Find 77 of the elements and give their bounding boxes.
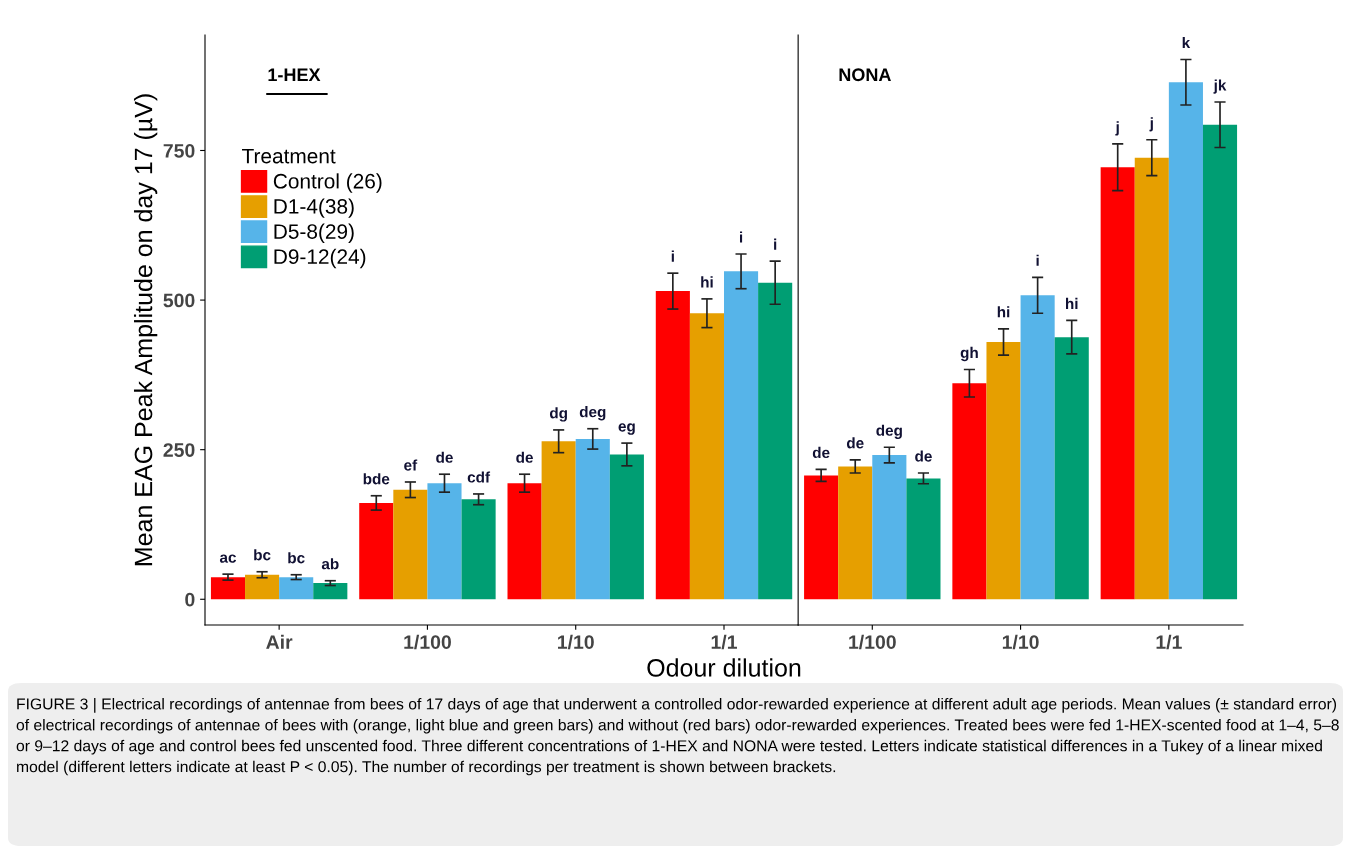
x-tick-label: 1/100 — [849, 634, 896, 650]
bar — [461, 499, 496, 600]
data-label: bc — [254, 549, 271, 561]
x-tick-label: 1/1 — [711, 634, 737, 650]
data-label: de — [436, 451, 453, 463]
bar — [1020, 295, 1055, 600]
y-tick-label: 250 — [163, 443, 195, 457]
legend-label: Control (26) — [273, 173, 382, 193]
y-tick-label: 0 — [185, 592, 195, 607]
data-label: i — [671, 250, 674, 262]
bar — [393, 489, 428, 600]
x-tick-label: 1/1 — [1156, 634, 1182, 650]
bar — [872, 455, 907, 600]
bar — [279, 577, 314, 600]
bar — [359, 502, 394, 600]
bar — [609, 454, 644, 600]
data-label: j — [1115, 121, 1119, 136]
bar — [575, 438, 610, 600]
y-axis-title: Mean EAG Peak Amplitude on day 17 (µV) — [133, 94, 158, 566]
data-label: ac — [219, 554, 237, 563]
legend-label: D1-4(38) — [274, 198, 354, 218]
x-tick-label: 1/100 — [404, 634, 451, 650]
data-label: hi — [701, 276, 713, 288]
data-label: de — [516, 451, 533, 463]
y-tick-label: 750 — [163, 143, 195, 158]
bar — [1202, 124, 1238, 600]
data-label: eg — [618, 423, 635, 435]
data-label: hi — [997, 306, 1010, 318]
data-label: dg — [549, 407, 567, 422]
data-label: hi — [1066, 297, 1078, 309]
bar — [427, 483, 462, 600]
data-label: de — [915, 450, 932, 462]
data-label: deg — [579, 406, 606, 421]
bar — [1168, 82, 1203, 600]
data-label: ef — [404, 459, 418, 471]
data-label: de — [812, 446, 830, 459]
annotation: NONA — [839, 68, 891, 82]
data-label: j — [1149, 117, 1153, 132]
legend-label: D9-12(24) — [274, 248, 366, 269]
bar — [655, 291, 690, 600]
bar — [1100, 167, 1135, 600]
bar — [838, 466, 873, 600]
bar — [724, 271, 759, 600]
bar — [952, 383, 987, 600]
x-tick-label: Air — [266, 634, 293, 649]
annotation: 1-HEX — [268, 68, 321, 81]
bar — [210, 577, 246, 600]
bar — [906, 478, 941, 600]
bar — [1134, 157, 1169, 600]
bar — [541, 441, 576, 600]
y-tick-label: 500 — [163, 293, 195, 308]
x-tick-label: 1/10 — [558, 634, 594, 650]
data-label: i — [774, 238, 777, 250]
data-label: i — [740, 231, 743, 243]
data-label: bc — [288, 552, 305, 564]
data-label: k — [1182, 36, 1191, 49]
bar — [804, 475, 839, 600]
data-label: i — [1036, 254, 1039, 266]
bar — [986, 341, 1021, 600]
bar — [313, 583, 348, 600]
bar — [507, 483, 542, 600]
bar — [1054, 337, 1089, 600]
data-label: gh — [960, 346, 978, 362]
legend-title: Treatment — [242, 148, 336, 164]
data-label: cdf — [467, 471, 491, 483]
bar — [245, 574, 280, 600]
bar — [689, 313, 724, 600]
bar — [758, 282, 793, 600]
x-tick-label: 1/10 — [1002, 634, 1039, 650]
data-label: de — [846, 437, 864, 449]
data-label: jk — [1213, 79, 1227, 94]
caption: FIGURE 3 | Electrical recordings of antennae from bees of 17 days of age that underwent a controlled odor-rewarded experience at different adult age periods. Mean values (± standard error) of electrical recordings of antennae of bees with (orange, light blue and green bars) and without (red bars) odor-rewarded experiences. Treated bees were fed 1-HEX-scented food at 1–4, 5–8 or 9–12 days of age and control bees fed unscented food. Three different concentrations of 1-HEX and NONA were tested. Letters indicate statistical differences in a Tukey of a linear mixed model (different letters indicate at least P < 0.05). The number of recordings per treatment is shown between brackets. — [16, 698, 1339, 776]
data-label: bde — [363, 473, 390, 485]
data-label: ab — [321, 558, 339, 570]
data-label: deg — [876, 424, 902, 439]
legend-label: D5-8(29) — [274, 223, 354, 244]
x-axis-title: Odour dilution — [647, 658, 801, 677]
